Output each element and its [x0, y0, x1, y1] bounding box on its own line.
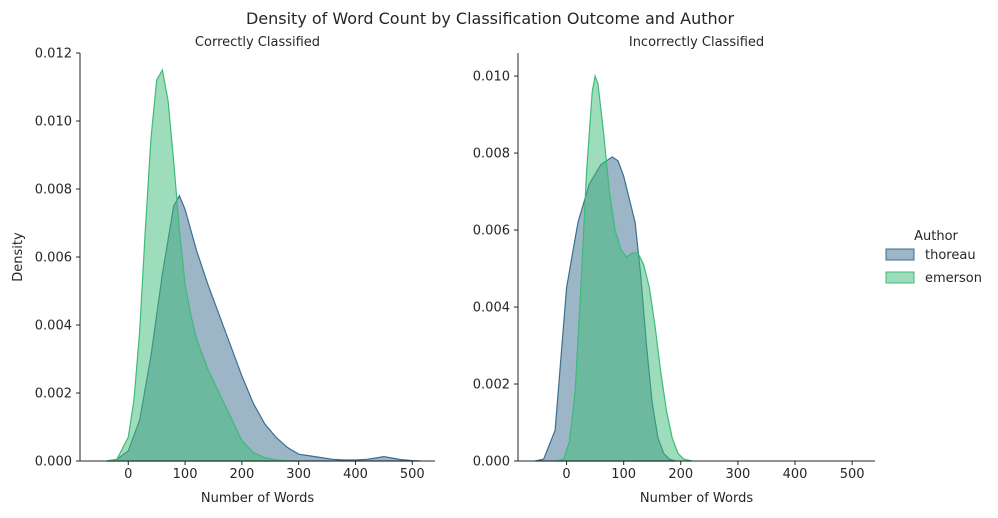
- legend: Author thoreau emerson: [885, 229, 982, 286]
- legend-title: Author: [914, 229, 958, 244]
- y-tick-label: 0.000: [473, 455, 510, 470]
- x-tick-label: 300: [286, 467, 311, 482]
- x-axis-label: Number of Words: [201, 491, 314, 506]
- legend-label-thoreau: thoreau: [925, 248, 976, 263]
- y-tick-label: 0.006: [473, 224, 510, 239]
- y-tick-label: 0.000: [35, 455, 72, 470]
- legend-swatch-thoreau: [885, 248, 915, 261]
- y-tick-label: 0.006: [35, 251, 72, 266]
- x-tick-label: 100: [611, 467, 636, 482]
- panel-incorrect: 0 100 200 300 400 500 0.000 0.002 0.004 0.006 0.00…: [473, 35, 875, 506]
- y-tick-label: 0.008: [35, 183, 72, 198]
- y-tick-label: 0.002: [473, 378, 510, 393]
- x-tick-label: 500: [400, 467, 425, 482]
- kde-area-emerson: [106, 68, 299, 462]
- y-tick-label: 0.002: [35, 387, 72, 402]
- kde-area-emerson: [554, 73, 693, 462]
- y-tick-label: 0.004: [35, 319, 72, 334]
- legend-label-emerson: emerson: [925, 271, 982, 286]
- x-tick-label: 500: [840, 467, 865, 482]
- x-tick-label: 300: [725, 467, 750, 482]
- y-tick-label: 0.012: [35, 47, 72, 62]
- x-axis-label: Number of Words: [640, 491, 753, 506]
- panel-correct: 0 100 200 300 400 500 0.000 0.002 0.004 0.006 0.00…: [11, 35, 435, 506]
- x-tick-label: 400: [343, 467, 368, 482]
- x-tick-label: 400: [783, 467, 808, 482]
- x-tick-label: 200: [668, 467, 693, 482]
- panel-title: Incorrectly Classified: [629, 35, 764, 50]
- x-tick-label: 0: [124, 467, 132, 482]
- x-tick-label: 0: [562, 467, 570, 482]
- panel-title: Correctly Classified: [195, 35, 320, 50]
- y-tick-label: 0.004: [473, 301, 510, 316]
- y-tick-label: 0.008: [473, 147, 510, 162]
- y-tick-label: 0.010: [473, 70, 510, 85]
- legend-swatch-emerson: [885, 271, 915, 284]
- x-tick-label: 100: [173, 467, 198, 482]
- y-axis-label: Density: [11, 232, 26, 282]
- x-tick-label: 200: [229, 467, 254, 482]
- y-tick-label: 0.010: [35, 115, 72, 130]
- figure-title: Density of Word Count by Classification …: [246, 9, 734, 28]
